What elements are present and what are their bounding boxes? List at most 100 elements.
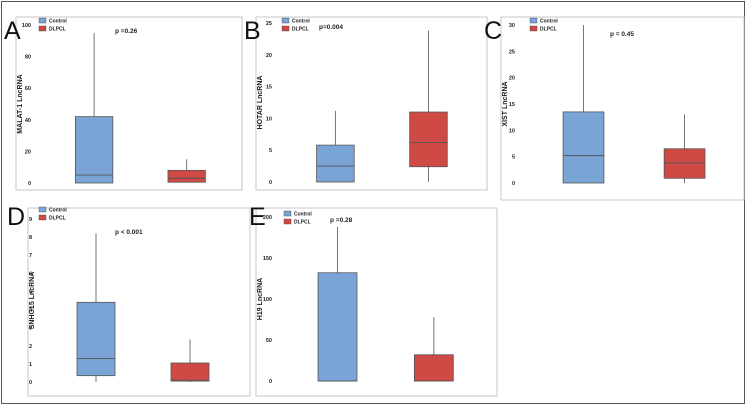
y-tick-label: 60 <box>25 86 31 92</box>
y-tick-label: 20 <box>509 76 515 82</box>
y-tick-label: 5 <box>512 155 515 161</box>
chart-svg: 0 50 100 150 200 H19 LncRNA p =0.28 Control DLPC… <box>255 207 498 397</box>
y-tick-label: 15 <box>266 85 272 91</box>
y-tick-label: 100 <box>22 23 31 29</box>
y-tick-label: 0 <box>512 181 515 187</box>
y-tick-label: 100 <box>263 297 272 303</box>
legend-entry: DLPCL <box>49 215 66 221</box>
iqr-box <box>317 272 358 382</box>
y-tick-label: 0 <box>28 181 31 187</box>
y-tick-label: 80 <box>25 55 31 61</box>
y-axis-label: MALAT-1 LncRNA <box>17 74 24 133</box>
y-axis-label: HOTAR LncRNA <box>257 76 264 130</box>
box-dlpcl <box>409 30 448 182</box>
iqr-box <box>170 362 210 382</box>
y-tick-label: 50 <box>266 338 272 344</box>
y-tick-label: 1 <box>29 362 32 368</box>
legend-entry: Control <box>49 207 67 213</box>
p-value-annotation: p =0.26 <box>115 28 138 35</box>
y-tick-label: 2 <box>29 344 32 350</box>
panel-letter: E <box>249 203 266 231</box>
panel-letter: D <box>7 203 26 231</box>
y-tick-label: 25 <box>266 21 272 27</box>
legend-swatch <box>529 25 538 32</box>
box-control <box>317 226 358 382</box>
legend-swatch <box>281 17 290 24</box>
box-control <box>562 25 605 184</box>
y-tick-label: 40 <box>25 118 31 124</box>
y-tick-label: 6 <box>29 271 32 277</box>
y-tick-label: 10 <box>509 128 515 134</box>
chart-svg: 0 20 40 60 80 100 MALAT-1 LncRNA p =0.26 Control… <box>15 16 243 191</box>
iqr-box <box>316 144 355 183</box>
p-value-annotation: p=0.004 <box>319 24 343 31</box>
legend-swatch <box>38 206 47 213</box>
panel-letter: B <box>244 17 261 45</box>
plot-frame <box>255 16 488 191</box>
box-control <box>316 110 355 183</box>
y-tick-label: 8 <box>29 235 32 241</box>
iqr-box <box>76 301 116 377</box>
box-dlpcl <box>167 159 206 183</box>
legend-swatch <box>283 218 292 225</box>
iqr-box <box>409 111 448 168</box>
box-dlpcl <box>663 114 706 183</box>
legend-swatch <box>283 210 292 217</box>
legend-swatch <box>38 17 47 24</box>
y-tick-label: 25 <box>509 49 515 55</box>
legend-entry: Control <box>294 211 312 217</box>
y-tick-label: 20 <box>266 53 272 59</box>
plot-frame <box>255 207 498 397</box>
legend-entry: DLPCL <box>540 26 557 32</box>
iqr-box <box>167 169 206 183</box>
panel-letter: A <box>4 17 21 45</box>
legend-entry: Control <box>292 18 310 24</box>
chart-svg: 0 5 10 15 20 25 30 XIST LncRNA p = 0.45 Control DL… <box>500 16 745 201</box>
legend-entry: DLPCL <box>294 219 311 225</box>
iqr-box <box>562 111 605 184</box>
box-dlpcl <box>170 339 210 382</box>
y-tick-label: 5 <box>29 289 32 295</box>
legend-swatch <box>281 25 290 32</box>
y-tick-label: 0 <box>269 379 272 385</box>
box-control <box>74 32 114 184</box>
chart-svg: 0 5 10 15 20 25 HOTAR LncRNA p=0.004 Control DLPC… <box>255 16 488 191</box>
y-tick-label: 200 <box>263 215 272 221</box>
legend-swatch <box>529 17 538 24</box>
y-tick-label: 20 <box>25 149 31 155</box>
box-control <box>76 233 116 382</box>
legend-entry: Control <box>49 18 67 24</box>
plot-frame <box>15 16 243 191</box>
iqr-box <box>413 354 454 382</box>
legend-swatch <box>38 25 47 32</box>
legend-entry: Control <box>540 18 558 24</box>
legend-entry: DLPCL <box>49 26 66 32</box>
chart-svg: 0 1 2 3 4 5 6 7 8 9 SNHG15 LncRNA p < 0.001 Control D… <box>27 206 251 397</box>
y-tick-label: 5 <box>269 148 272 154</box>
plot-frame <box>27 207 251 397</box>
panel-a: 0 20 40 60 80 100 MALAT-1 LncRNA p =0.26 Control… <box>4 5 254 202</box>
y-tick-label: 4 <box>29 308 33 314</box>
panel-b: 0 5 10 15 20 25 HOTAR LncRNA p=0.004 Control DLPC… <box>244 5 499 202</box>
iqr-box <box>74 116 114 184</box>
panel-e: 0 50 100 150 200 H19 LncRNA p =0.28 Control DLPC… <box>244 200 499 402</box>
panel-letter: C <box>484 17 503 45</box>
box-dlpcl <box>413 317 454 382</box>
y-tick-label: 7 <box>29 253 32 259</box>
p-value-annotation: p < 0.001 <box>115 229 143 236</box>
y-tick-label: 30 <box>509 23 515 29</box>
legend-swatch <box>38 214 47 221</box>
legend-entry: DLPCL <box>292 26 309 32</box>
y-axis-label: XIST LncRNA <box>502 81 509 126</box>
y-tick-label: 0 <box>29 380 32 386</box>
y-tick-label: 0 <box>269 180 272 186</box>
panel-d: 0 1 2 3 4 5 6 7 8 9 SNHG15 LncRNA p < 0.001 Control D… <box>4 200 254 402</box>
y-axis-label: H19 LncRNA <box>257 278 264 320</box>
y-tick-label: 3 <box>29 326 32 332</box>
y-tick-label: 9 <box>29 217 32 223</box>
y-tick-label: 10 <box>266 116 272 122</box>
plot-frame <box>500 16 745 201</box>
p-value-annotation: p =0.28 <box>330 217 353 224</box>
iqr-box <box>663 148 706 179</box>
